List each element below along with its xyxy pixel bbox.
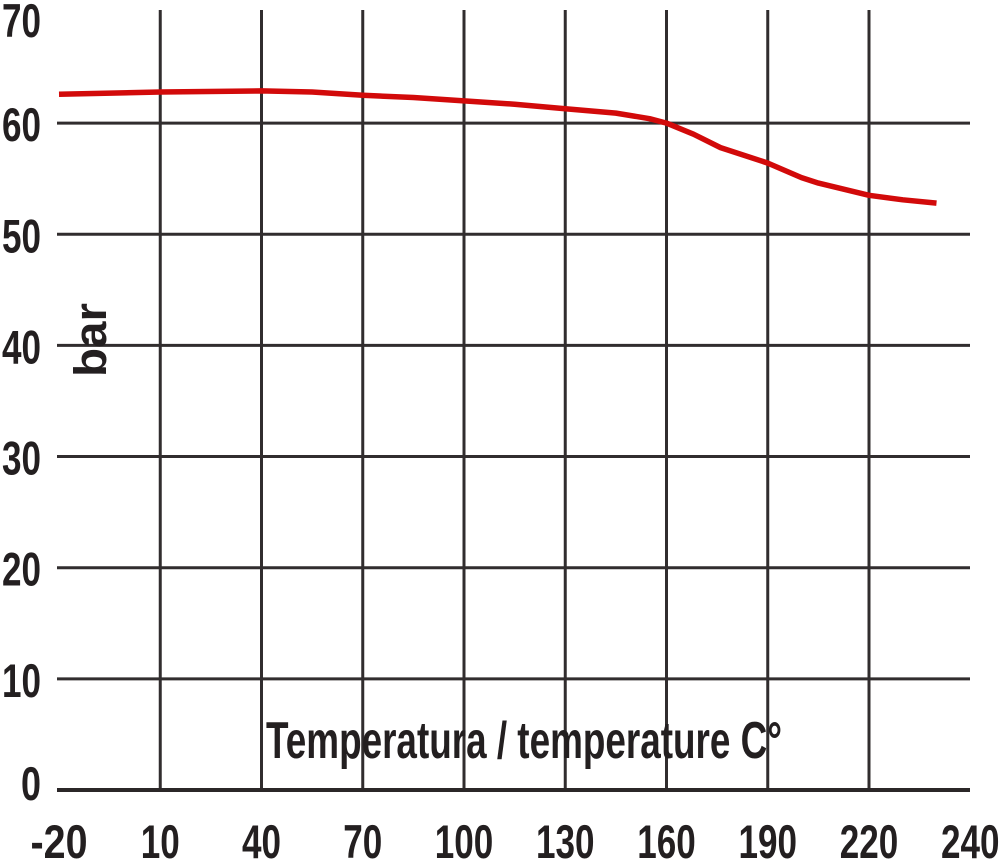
x-tick-label: 240 [941,815,1000,862]
y-tick-label: 60 [2,98,41,151]
y-axis-title: bar [65,303,116,377]
x-tick-label: 70 [343,815,382,862]
x-tick-label: 160 [637,815,696,862]
x-tick-label: -20 [31,815,88,862]
y-tick-label: 10 [2,654,41,707]
x-tick-label: 190 [739,815,798,862]
x-tick-label: 40 [242,815,281,862]
y-tick-label: 50 [2,209,41,262]
y-tick-label: 20 [2,543,41,596]
x-axis-title: Temperatura / temperature C° [266,712,782,770]
x-tick-label: 100 [435,815,494,862]
x-tick-label: 130 [536,815,595,862]
pressure-curve [58,88,937,206]
y-tick-label: 30 [2,432,41,485]
y-tick-label: 40 [2,320,41,373]
x-tick-label: 10 [141,815,180,862]
y-tick-label: 70 [2,0,41,47]
y-tick-label: 0 [21,757,41,810]
x-tick-label: 220 [840,815,899,862]
